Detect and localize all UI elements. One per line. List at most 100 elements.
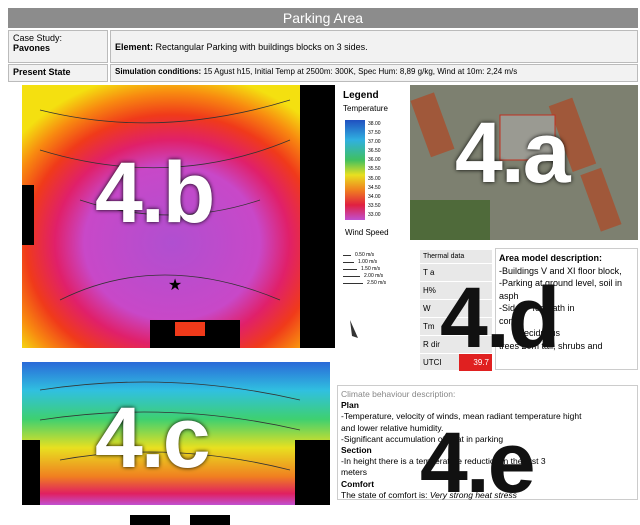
trees <box>410 200 490 240</box>
climate-box: Climate behaviour description: Plan -Tem… <box>337 385 638 500</box>
thermal-row: Tm <box>420 317 492 335</box>
legend-temperature: Temperature <box>343 104 388 113</box>
wind-arrow <box>343 269 357 270</box>
legend-title: Legend <box>343 90 379 101</box>
building <box>548 97 597 172</box>
scale-label: 37.50 <box>368 130 381 137</box>
thermal-label: UTCI <box>423 358 442 367</box>
section-line: meters <box>341 467 367 478</box>
thermal-box: Thermal data T a H% W Tm R dir UTCI 39.7 <box>420 250 492 371</box>
area-lines: -Buildings V and XI floor block, -Parking… <box>499 265 634 353</box>
legend-colorbar <box>345 120 365 220</box>
comfort-heading: Comfort <box>341 478 375 489</box>
thermal-label: Tm <box>423 322 435 331</box>
plan-line: -Significant accumulation of heat in par… <box>341 433 504 444</box>
climate-title: Climate behaviour description: <box>341 389 456 399</box>
wind-label: 0.50 m/s <box>355 252 375 258</box>
element-text: Rectangular Parking with buildings block… <box>155 42 368 52</box>
heat-map-b <box>22 85 322 348</box>
thermal-label: H% <box>423 286 436 295</box>
wind-row: 2.50 m/s <box>343 280 386 287</box>
scale-label: 35.00 <box>368 175 381 182</box>
panel-label-a: 4.a <box>455 105 571 201</box>
wind-label: 1.50 m/s <box>361 266 381 272</box>
building <box>410 92 455 158</box>
building <box>130 515 170 525</box>
thermal-row: UTCI 39.7 <box>420 353 492 371</box>
panel-label-e: 4.e <box>420 415 536 511</box>
wind-row: 1.50 m/s <box>343 266 386 273</box>
comfort-line: The state of comfort is: Very strong hea… <box>341 490 634 501</box>
legend-wind: Wind Speed <box>345 228 389 237</box>
building <box>190 515 230 525</box>
section-heading: Section <box>341 445 372 456</box>
state-cell: Present State <box>8 64 108 82</box>
cursor <box>350 320 358 338</box>
area-box: Area model description: -Buildings V and… <box>495 248 638 370</box>
scale-label: 37.00 <box>368 139 381 146</box>
area-line: deciduous <box>499 328 561 338</box>
section-line: -In height there is a temperature reduct… <box>341 456 546 467</box>
plan-lines: -Temperature, velocity of winds, mean ra… <box>341 411 634 445</box>
scale-label: 33.00 <box>368 211 381 218</box>
area-line: asph <box>499 290 519 301</box>
scale-label: 36.00 <box>368 157 381 164</box>
utci-value: 39.7 <box>459 354 492 371</box>
panel-label-c: 4.c <box>95 390 211 486</box>
parking <box>499 114 556 161</box>
thermal-label: W <box>423 304 431 313</box>
plan-heading: Plan <box>341 400 359 411</box>
wind-arrow <box>343 262 354 263</box>
building <box>22 185 34 245</box>
panel-label-d: 4.d <box>440 270 560 366</box>
scale-label: 35.50 <box>368 166 381 173</box>
panel-label-b: 4.b <box>95 145 215 241</box>
wind-row: 2.00 m/s <box>343 273 386 280</box>
wind-arrow <box>343 255 351 256</box>
legend-scale: 38.00 37.50 37.00 36.50 36.00 35.50 35.00 34.50… <box>368 120 381 220</box>
wind-row: 1.00 m/s <box>343 259 386 266</box>
comfort-text: The state of comfort is: <box>341 489 430 500</box>
thermal-row: H% <box>420 281 492 299</box>
thermal-row: R dir <box>420 335 492 353</box>
thermal-row: T a <box>420 263 492 281</box>
plan-line: and lower relative humidity. <box>341 422 444 433</box>
contour <box>39 99 291 301</box>
building <box>22 440 40 505</box>
wind-arrow <box>343 283 363 284</box>
wind-label: 2.00 m/s <box>364 273 384 279</box>
sim-text: 15 Agust h15, Initial Temp at 2500m: 300… <box>203 67 518 76</box>
wind-legend: 0.50 m/s 1.00 m/s 1.50 m/s 2.00 m/s 2.50 m/s <box>343 252 386 287</box>
element-cell: Element: Rectangular Parking with buildi… <box>110 30 638 63</box>
area-line: -Side footpath in <box>499 303 575 313</box>
building <box>580 167 622 232</box>
scale-label: 34.50 <box>368 184 381 191</box>
building <box>300 85 335 348</box>
case-cell: Case Study: Pavones <box>8 30 108 63</box>
plan-line: -Temperature, velocity of winds, mean ra… <box>341 411 582 422</box>
case-value: Pavones <box>13 43 51 53</box>
element-label: Element: <box>115 42 154 52</box>
thermal-title: Thermal data <box>423 253 465 260</box>
section-lines: -In height there is a temperature reduct… <box>341 456 634 478</box>
wind-label: 2.50 m/s <box>367 280 387 286</box>
sim-label: Simulation conditions: <box>115 67 202 76</box>
wind-label: 1.00 m/s <box>358 259 378 265</box>
contour <box>39 381 301 471</box>
wind-row: 0.50 m/s <box>343 252 386 259</box>
scale-label: 34.00 <box>368 193 381 200</box>
area-title: Area model description: <box>499 253 603 263</box>
area-line: trees 20m tall, shrubs and <box>499 340 603 351</box>
title-bar: Parking Area <box>8 8 638 28</box>
scale-label: 38.00 <box>368 121 381 127</box>
thermal-row: W <box>420 299 492 317</box>
wind-arrow <box>343 276 360 277</box>
thermal-label: R dir <box>423 340 440 349</box>
area-line: conc <box>499 315 519 326</box>
case-label: Case Study: <box>13 33 63 43</box>
area-line: -Parking at ground level, soil in <box>499 278 623 288</box>
building <box>295 440 330 505</box>
scale-label: 33.50 <box>368 202 381 209</box>
